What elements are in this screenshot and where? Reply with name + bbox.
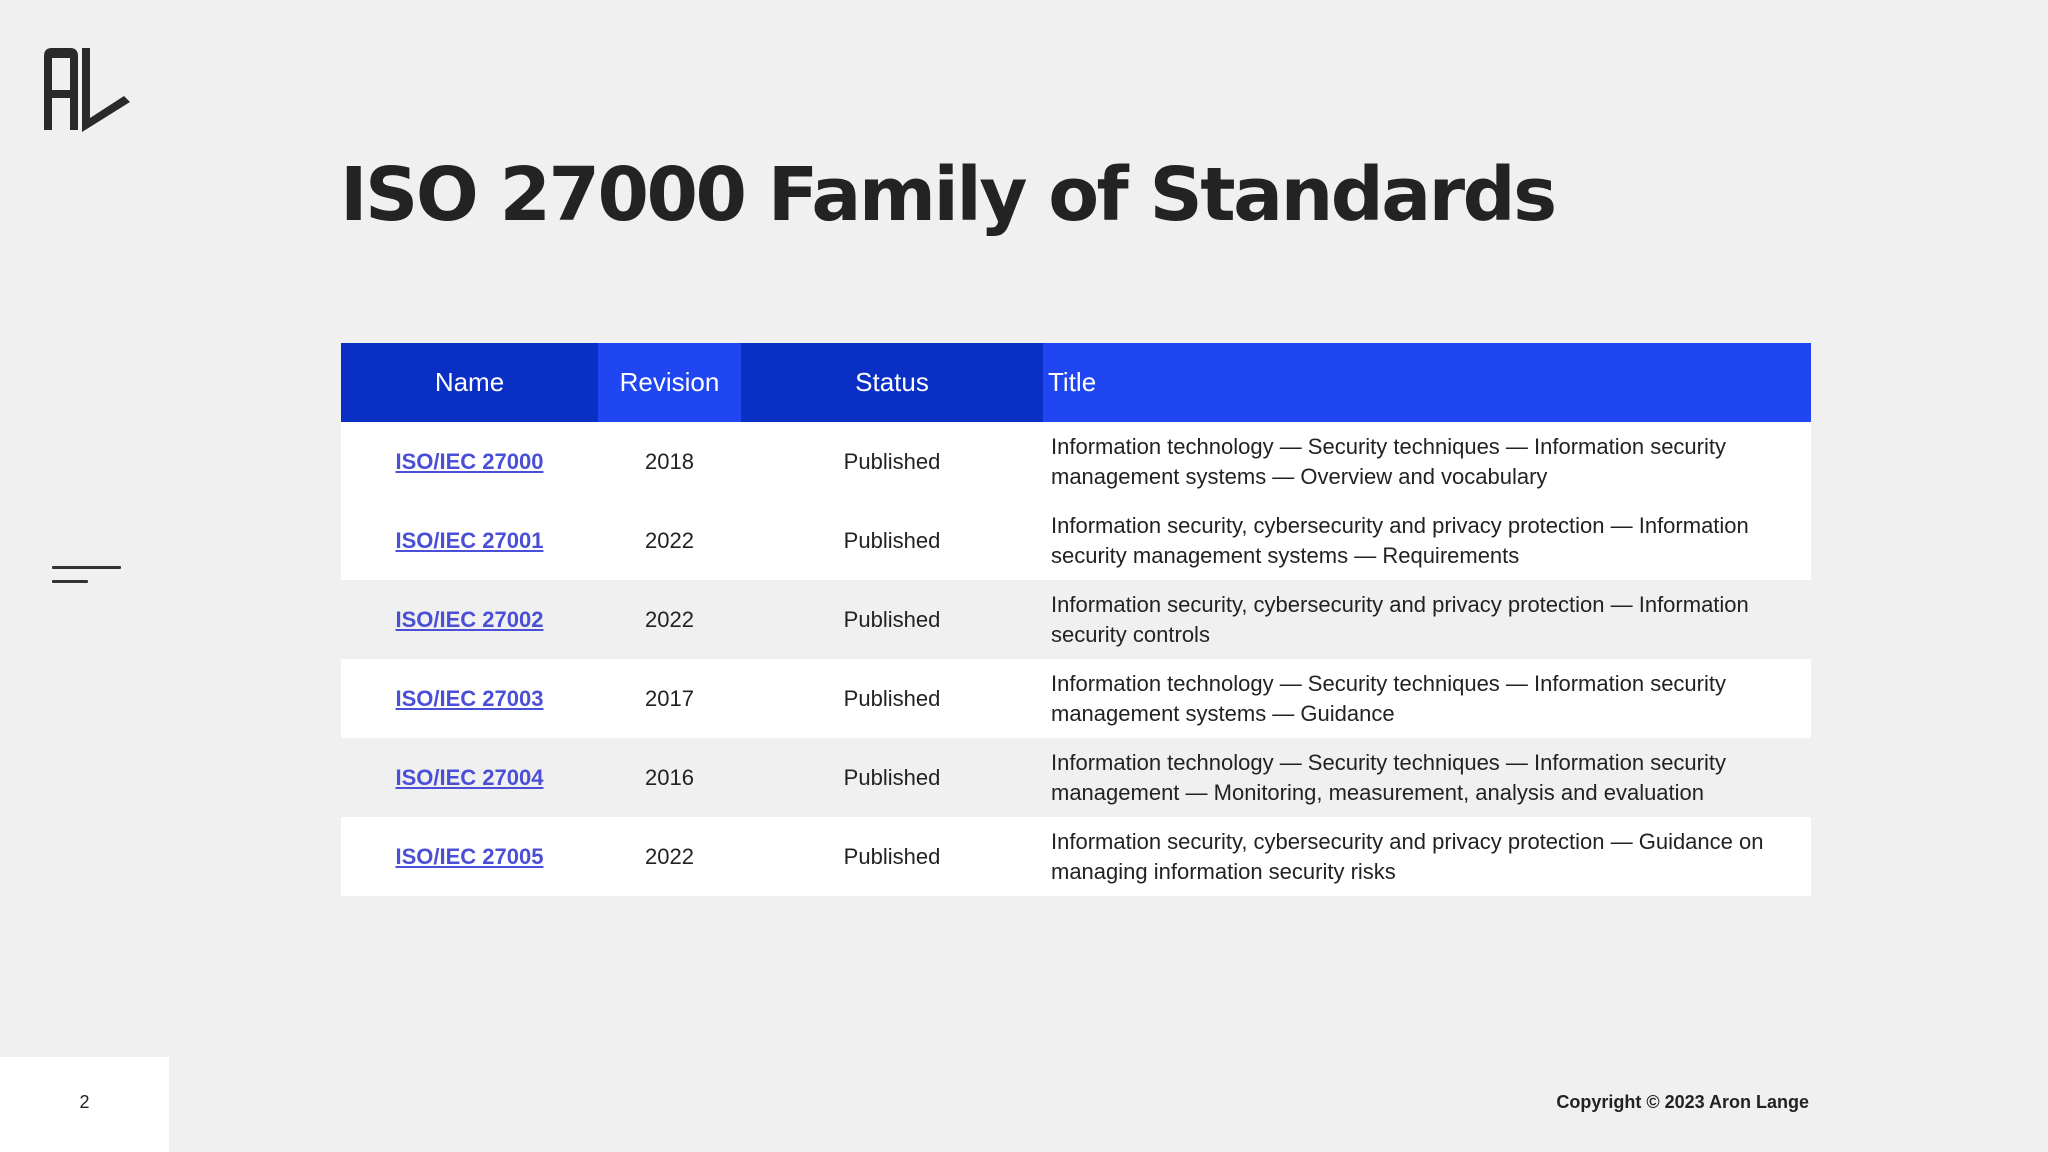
status-cell: Published bbox=[741, 501, 1043, 580]
name-cell: ISO/IEC 27001 bbox=[341, 501, 598, 580]
status-cell: Published bbox=[741, 738, 1043, 817]
column-header-status: Status bbox=[741, 343, 1043, 422]
status-cell: Published bbox=[741, 580, 1043, 659]
standard-link[interactable]: ISO/IEC 27001 bbox=[395, 527, 544, 553]
status-cell: Published bbox=[741, 817, 1043, 896]
revision-cell: 2018 bbox=[598, 422, 741, 501]
standards-table: Name Revision Status Title ISO/IEC 27000… bbox=[341, 343, 1811, 896]
name-cell: ISO/IEC 27005 bbox=[341, 817, 598, 896]
name-cell: ISO/IEC 27004 bbox=[341, 738, 598, 817]
revision-cell: 2016 bbox=[598, 738, 741, 817]
table-row: ISO/IEC 27003 2017 Published Information… bbox=[341, 659, 1811, 738]
revision-cell: 2022 bbox=[598, 580, 741, 659]
page-number-box: 2 bbox=[0, 1057, 169, 1152]
standard-link[interactable]: ISO/IEC 27004 bbox=[395, 764, 544, 790]
table-row: ISO/IEC 27004 2016 Published Information… bbox=[341, 738, 1811, 817]
table-header-row: Name Revision Status Title bbox=[341, 343, 1811, 422]
title-cell: Information technology — Security techni… bbox=[1043, 422, 1811, 501]
table-row: ISO/IEC 27005 2022 Published Information… bbox=[341, 817, 1811, 896]
title-cell: Information technology — Security techni… bbox=[1043, 738, 1811, 817]
page-number: 2 bbox=[79, 1092, 90, 1112]
revision-cell: 2022 bbox=[598, 501, 741, 580]
menu-lines-icon[interactable] bbox=[52, 566, 122, 586]
column-header-revision: Revision bbox=[598, 343, 741, 422]
al-logo bbox=[44, 48, 130, 132]
title-cell: Information security, cybersecurity and … bbox=[1043, 501, 1811, 580]
revision-cell: 2017 bbox=[598, 659, 741, 738]
title-cell: Information technology — Security techni… bbox=[1043, 659, 1811, 738]
column-header-name: Name bbox=[341, 343, 598, 422]
title-cell: Information security, cybersecurity and … bbox=[1043, 580, 1811, 659]
revision-cell: 2022 bbox=[598, 817, 741, 896]
name-cell: ISO/IEC 27000 bbox=[341, 422, 598, 501]
standard-link[interactable]: ISO/IEC 27003 bbox=[395, 685, 544, 711]
table-row: ISO/IEC 27000 2018 Published Information… bbox=[341, 422, 1811, 501]
table-row: ISO/IEC 27002 2022 Published Information… bbox=[341, 580, 1811, 659]
title-cell: Information security, cybersecurity and … bbox=[1043, 817, 1811, 896]
standard-link[interactable]: ISO/IEC 27002 bbox=[395, 606, 544, 632]
standard-link[interactable]: ISO/IEC 27000 bbox=[395, 448, 544, 474]
name-cell: ISO/IEC 27003 bbox=[341, 659, 598, 738]
standard-link[interactable]: ISO/IEC 27005 bbox=[395, 843, 544, 869]
status-cell: Published bbox=[741, 422, 1043, 501]
column-header-title: Title bbox=[1043, 343, 1811, 422]
copyright-text: Copyright © 2023 Aron Lange bbox=[1556, 1092, 1809, 1112]
name-cell: ISO/IEC 27002 bbox=[341, 580, 598, 659]
page-title: ISO 27000 Family of Standards bbox=[340, 152, 1557, 238]
status-cell: Published bbox=[741, 659, 1043, 738]
table-row: ISO/IEC 27001 2022 Published Information… bbox=[341, 501, 1811, 580]
